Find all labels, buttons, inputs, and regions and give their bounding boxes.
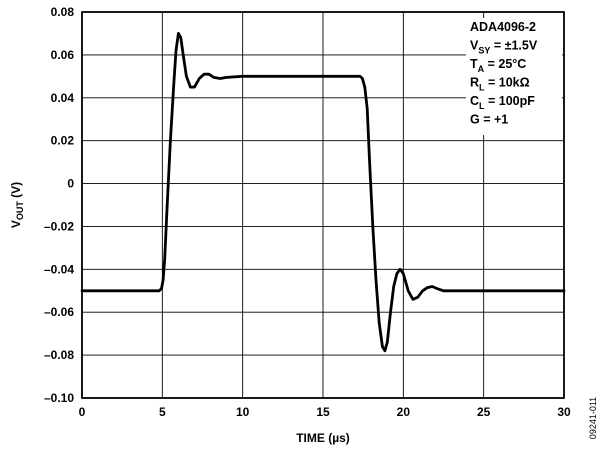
condition-line: ADA4096-2 <box>470 20 536 34</box>
y-tick-label: 0.04 <box>51 91 75 105</box>
x-tick-label: 10 <box>236 405 250 419</box>
condition-line: VSY = ±1.5V <box>470 39 538 56</box>
y-tick-label: –0.02 <box>44 219 74 233</box>
x-tick-label: 30 <box>557 405 571 419</box>
condition-line: G = +1 <box>470 113 508 127</box>
x-tick-label: 25 <box>477 405 491 419</box>
y-tick-label: 0.02 <box>51 134 75 148</box>
y-axis-label-sub: OUT <box>15 201 25 221</box>
x-axis-label: TIME (µs) <box>296 431 350 445</box>
conditions-box <box>466 18 562 135</box>
y-axis-label-rest: (V) <box>9 182 23 201</box>
y-tick-label: 0.06 <box>51 48 75 62</box>
y-tick-label: –0.08 <box>44 348 74 362</box>
condition-line: RL = 10kΩ <box>470 76 530 93</box>
y-tick-label: 0 <box>67 177 74 191</box>
y-tick-label: –0.04 <box>44 262 74 276</box>
x-tick-labels: 0 5 10 15 20 25 30 <box>79 405 571 419</box>
x-tick-label: 20 <box>397 405 411 419</box>
figure-id: 09241-011 <box>588 397 598 439</box>
x-tick-label: 0 <box>79 405 86 419</box>
y-tick-label: –0.10 <box>44 391 74 405</box>
plot-frame <box>81 11 565 399</box>
plot-series <box>80 32 566 353</box>
condition-line: TA = 25°C <box>470 57 526 74</box>
y-axis-label-main: V <box>9 220 23 228</box>
condition-line: CL = 100pF <box>470 94 535 111</box>
x-tick-label: 15 <box>316 405 330 419</box>
y-tick-labels: –0.10 –0.08 –0.06 –0.04 –0.02 0 0.02 0.04 0.06 0.… <box>44 5 74 405</box>
y-tick-label: –0.06 <box>44 305 74 319</box>
vout-trace <box>80 32 566 353</box>
y-axis-label: VOUT (V) <box>9 182 25 228</box>
y-tick-label: 0.08 <box>51 5 75 19</box>
x-tick-label: 5 <box>159 405 166 419</box>
